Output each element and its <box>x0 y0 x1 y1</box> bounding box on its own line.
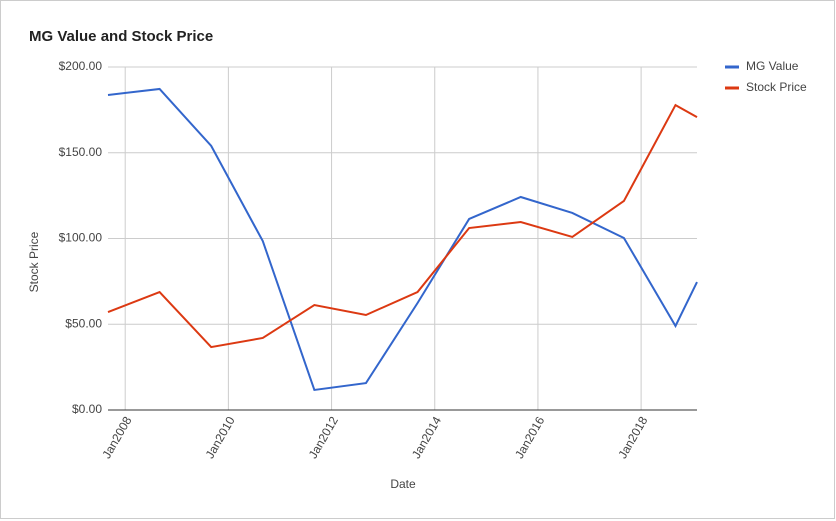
y-tick-label: $200.00 <box>59 59 103 73</box>
legend-label: Stock Price <box>746 80 807 94</box>
y-tick-label: $150.00 <box>59 145 103 159</box>
chart-title: MG Value and Stock Price <box>29 28 213 45</box>
x-axis-label: Date <box>390 477 416 491</box>
y-tick-label: $50.00 <box>65 316 102 330</box>
y-tick-label: $0.00 <box>72 402 102 416</box>
y-axis-label: Stock Price <box>27 231 41 292</box>
line-series <box>107 103 698 349</box>
y-tick-label: $100.00 <box>59 231 103 245</box>
legend-label: MG Value <box>746 59 799 73</box>
line-series <box>107 87 698 392</box>
